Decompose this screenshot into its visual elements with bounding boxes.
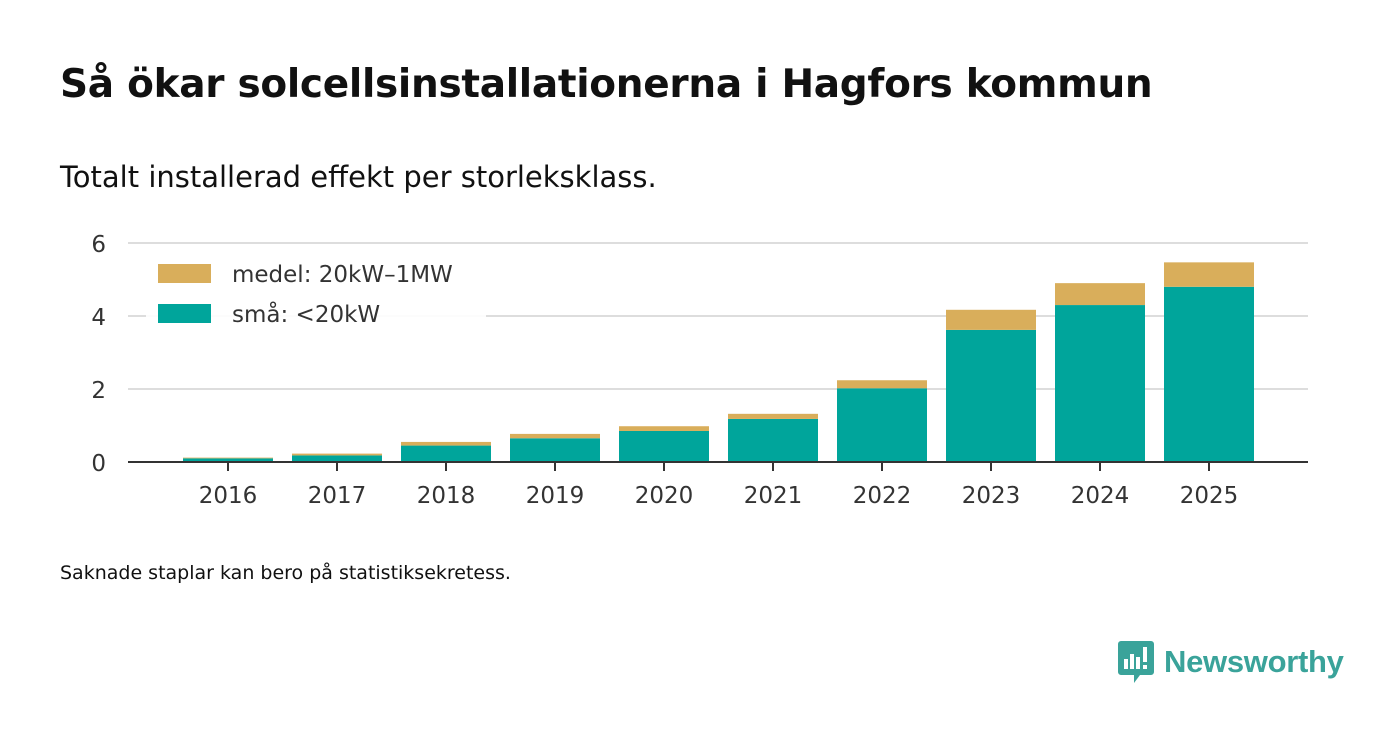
bar-small-2022: [837, 388, 927, 462]
bar-small-2021: [728, 418, 818, 462]
x-tick-label: 2020: [635, 483, 694, 509]
bar-medium-2017: [292, 453, 382, 456]
y-tick-label: 2: [91, 378, 106, 404]
legend-swatch-medium: [158, 264, 211, 283]
bar-small-2018: [401, 445, 491, 462]
bar-small-2023: [946, 329, 1036, 462]
bar-medium-2025: [1164, 262, 1254, 287]
x-tick-label: 2017: [308, 483, 367, 509]
bar-medium-2016: [183, 457, 273, 459]
x-tick-label: 2025: [1180, 483, 1239, 509]
chart-title: Så ökar solcellsinstallationerna i Hagfo…: [60, 62, 1153, 107]
brand-name: Newsworthy: [1164, 644, 1344, 679]
footnote: Saknade staplar kan bero på statistiksek…: [60, 562, 511, 584]
x-tick-label: 2019: [526, 483, 585, 509]
bar-medium-2021: [728, 413, 818, 419]
bar-medium-2018: [401, 441, 491, 446]
bar-small-2020: [619, 430, 709, 462]
y-tick-label: 4: [91, 305, 106, 331]
newsworthy-logo: Newsworthy: [1118, 640, 1344, 684]
x-tick-label: 2018: [417, 483, 476, 509]
legend-label-small: små: <20kW: [232, 300, 380, 328]
x-tick-label: 2022: [853, 483, 912, 509]
legend-swatch-small: [158, 304, 211, 323]
x-axis: 2016 2017 2018 2019 2020 2021 2022 2023 2024 2025: [128, 461, 1308, 509]
y-axis-ticks: 0 2 4 6: [91, 232, 106, 477]
x-tick-label: 2024: [1071, 483, 1130, 509]
bar-medium-2022: [837, 380, 927, 389]
x-tick-label: 2021: [744, 483, 803, 509]
bar-small-2016: [183, 458, 273, 462]
x-tick-label: 2016: [199, 483, 258, 509]
y-tick-label: 0: [91, 451, 106, 477]
y-tick-label: 6: [91, 232, 106, 258]
bar-medium-2023: [946, 309, 1036, 330]
bar-medium-2024: [1055, 283, 1145, 306]
x-tick-label: 2023: [962, 483, 1021, 509]
legend: medel: 20kW–1MW små: <20kW: [146, 254, 486, 334]
bar-medium-2019: [510, 433, 600, 439]
bar-small-2024: [1055, 305, 1145, 462]
legend-label-medium: medel: 20kW–1MW: [232, 262, 453, 288]
bar-medium-2020: [619, 426, 709, 431]
newsworthy-logo-icon: [1118, 641, 1154, 683]
bars: [183, 262, 1254, 462]
bar-small-2025: [1164, 286, 1254, 462]
chart-subtitle: Totalt installerad effekt per storlekskl…: [60, 160, 657, 194]
bar-small-2019: [510, 438, 600, 462]
bar-small-2017: [292, 455, 382, 462]
